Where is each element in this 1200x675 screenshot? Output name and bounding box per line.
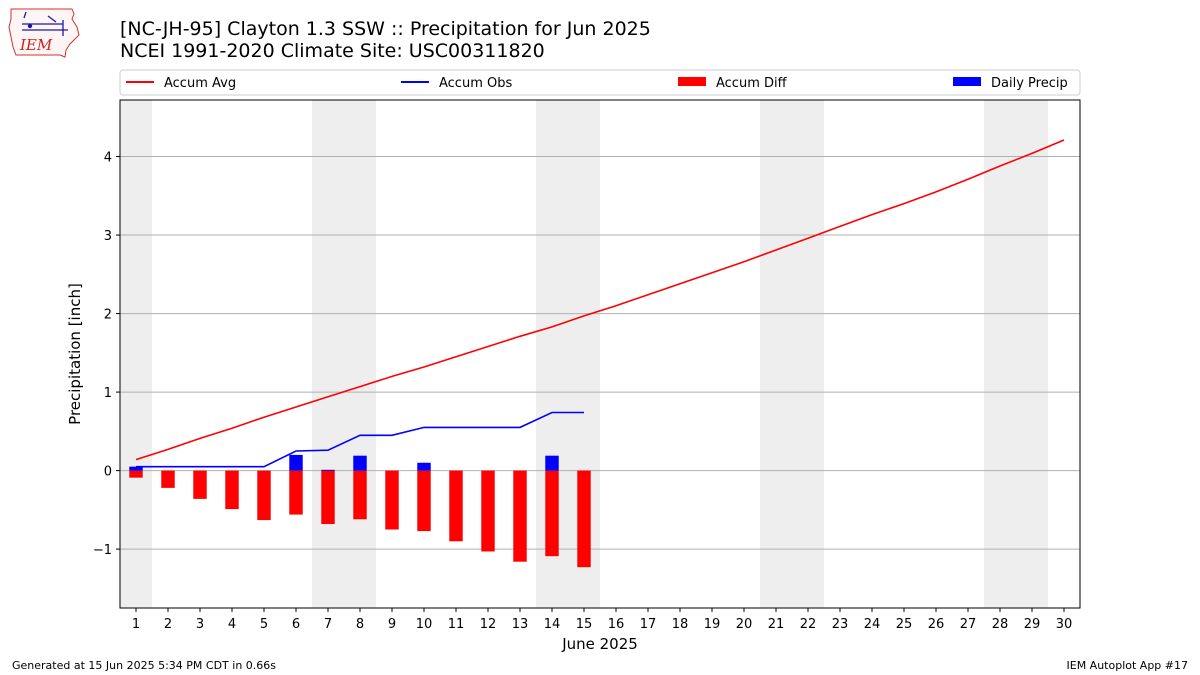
daily-precip-bar <box>353 455 367 471</box>
accum-diff-bar <box>577 470 591 568</box>
weekend-band <box>536 100 600 608</box>
accum-diff-bar <box>289 470 303 515</box>
accum-avg-line <box>135 139 1065 461</box>
x-tick-label: 3 <box>196 617 204 632</box>
weekend-band <box>120 100 152 608</box>
weather-station-icon <box>22 11 68 36</box>
daily-precip-bar <box>417 462 431 471</box>
legend-daily-precip-label: Daily Precip <box>991 76 1068 91</box>
accum-diff-bar <box>193 470 207 499</box>
y-tick-label: 1 <box>104 386 112 401</box>
accum-diff-bar <box>449 470 463 542</box>
x-tick-label: 13 <box>512 617 529 632</box>
x-tick-label: 28 <box>992 617 1009 632</box>
x-tick-label: 12 <box>480 617 497 632</box>
x-tick-label: 9 <box>388 617 396 632</box>
x-tick-label: 22 <box>800 617 817 632</box>
plot-frame <box>119 99 1081 609</box>
x-tick-label: 16 <box>608 617 625 632</box>
x-tick-label: 27 <box>960 617 977 632</box>
accum-diff-bar <box>545 470 559 557</box>
legend-accum-avg-label: Accum Avg <box>164 76 236 91</box>
y-tick-label: 2 <box>104 308 112 323</box>
y-tick-label: 4 <box>104 151 112 166</box>
x-tick-label: 19 <box>704 617 721 632</box>
daily-precip-bar <box>321 469 335 471</box>
daily-precip-bar <box>545 455 559 471</box>
x-tick-label: 20 <box>736 617 753 632</box>
logo-text: IEM <box>19 36 53 54</box>
x-tick-label: 24 <box>864 617 881 632</box>
station-dot <box>27 23 33 29</box>
weekend-band <box>312 100 376 608</box>
legend-accum-diff-label: Accum Diff <box>716 76 788 91</box>
x-tick-label: 6 <box>292 617 300 632</box>
daily-precip-bar <box>129 466 143 471</box>
accum-diff-bar <box>353 470 367 520</box>
daily-precip-bar <box>289 454 303 471</box>
y-axis-label: Precipitation [inch] <box>66 283 84 425</box>
x-tick-label: 23 <box>832 617 849 632</box>
x-tick-label: 21 <box>768 617 785 632</box>
chart-title: [NC-JH-95] Clayton 1.3 SSW :: Precipitat… <box>120 18 651 40</box>
y-tick-label: −1 <box>93 543 112 558</box>
x-tick-label: 10 <box>416 617 433 632</box>
x-tick-label: 18 <box>672 617 689 632</box>
x-tick-label: 15 <box>576 617 593 632</box>
x-tick-label: 11 <box>448 617 465 632</box>
legend-accum-diff-swatch <box>678 77 706 86</box>
accum-diff-bar <box>385 470 399 530</box>
x-tick-label: 17 <box>640 617 657 632</box>
y-tick-label: 0 <box>104 465 112 480</box>
x-tick-label: 26 <box>928 617 945 632</box>
legend-daily-precip-swatch <box>953 77 981 86</box>
accum-obs-line <box>136 411 584 468</box>
weekend-band <box>984 100 1048 608</box>
x-tick-label: 2 <box>164 617 172 632</box>
x-tick-label: 4 <box>228 617 236 632</box>
x-tick-label: 30 <box>1056 617 1073 632</box>
iem-logo: IEM <box>8 8 80 58</box>
accum-diff-bar <box>129 470 143 478</box>
app-label: IEM Autoplot App #17 <box>1066 659 1189 672</box>
generated-timestamp: Generated at 15 Jun 2025 5:34 PM CDT in … <box>12 659 277 672</box>
x-tick-label: 29 <box>1024 617 1041 632</box>
x-axis-label: June 2025 <box>561 635 638 653</box>
x-tick-label: 25 <box>896 617 913 632</box>
accum-diff-bar <box>481 470 495 552</box>
legend-box <box>119 69 1081 96</box>
legend: Accum Avg Accum Obs Accum Diff Daily Precip <box>119 69 1081 96</box>
legend-accum-obs-label: Accum Obs <box>439 76 512 91</box>
x-tick-label: 14 <box>544 617 561 632</box>
accum-diff-bar <box>417 470 431 532</box>
accum-diff-bar <box>321 470 335 524</box>
chart-subtitle: NCEI 1991-2020 Climate Site: USC00311820 <box>120 40 545 62</box>
x-tick-label: 8 <box>356 617 364 632</box>
accum-diff-bar <box>513 470 527 562</box>
weekend-band <box>760 100 824 608</box>
x-tick-label: 7 <box>324 617 332 632</box>
y-tick-label: 3 <box>104 229 112 244</box>
accum-diff-bar <box>161 470 175 488</box>
accum-diff-bar <box>225 470 239 510</box>
x-tick-label: 5 <box>260 617 268 632</box>
accum-diff-bar <box>257 470 271 521</box>
x-tick-label: 1 <box>132 617 140 632</box>
iowa-state-outline <box>8 8 80 58</box>
